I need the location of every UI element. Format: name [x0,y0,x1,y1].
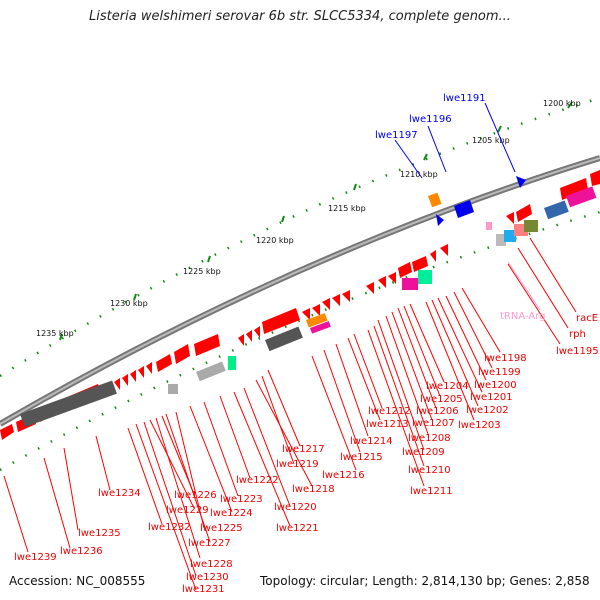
scale-label: 1200 kbp [543,99,581,108]
accession-text: Accession: NC_008555 [9,574,146,588]
gene-block-green [228,356,236,370]
gene-label: lwe1227 [188,538,231,549]
gene-label: lwe1195 [556,346,599,357]
gene-label: lwe1231 [182,584,225,595]
topology-text: Topology: circular; Length: 2,814,130 bp… [260,574,590,588]
gene-label: lwe1209 [402,447,445,458]
gene-label: lwe1197 [375,130,418,141]
gene-label: lwe1236 [60,546,103,557]
gene-label: lwe1221 [276,523,319,534]
gene-label: lwe1228 [190,559,233,570]
gene-label: lwe1202 [466,405,509,416]
gene-label: lwe1215 [340,452,383,463]
scale-label: 1215 kbp [328,204,366,213]
gene-label: lwe1225 [200,523,243,534]
scale-arc-inner [0,210,600,472]
gene-label: lwe1234 [98,488,141,499]
gene-block-magenta [566,186,597,208]
gene-label: lwe1219 [276,459,319,470]
gene-label: rph [569,329,586,340]
gene-label: lwe1198 [484,353,527,364]
gene-block-magenta [402,278,418,290]
gene-block-orange [428,192,442,208]
gene-label: lwe1199 [478,367,521,378]
gene-label: lwe1216 [322,470,365,481]
gene-label: lwe1196 [409,114,452,125]
scale-label: 1220 kbp [256,236,294,245]
gene-label: lwe1210 [408,465,451,476]
gene-label: racE [576,313,598,324]
gene-label: lwe1191 [443,93,486,104]
scale-label: 1210 kbp [400,170,438,179]
gene-label: lwe1207 [412,418,455,429]
gene-label: lwe1200 [474,380,517,391]
gene-label: tRNA-Arg [500,311,545,322]
gene-block-green [418,270,432,284]
scale-label: 1230 kbp [110,299,148,308]
gene-block-olive [524,220,538,232]
gene-block-steel [544,200,569,220]
gene-label: lwe1226 [174,490,217,501]
gene-label: lwe1222 [236,475,279,486]
gene-block-lightgray [196,361,226,382]
gene-label: lwe1205 [420,394,463,405]
gene-label: lwe1232 [148,522,191,533]
gene-block-gray [496,234,506,246]
gene-label: lwe1206 [416,406,459,417]
gene-label: lwe1229 [166,505,209,516]
gene-block-magenta [310,321,331,334]
gene-block-lightgray [168,384,178,394]
gene-label: lwe1223 [220,494,263,505]
gene-label: lwe1239 [14,552,57,563]
gene-label: lwe1220 [274,502,317,513]
gene-label: lwe1224 [210,508,253,519]
gene-block-gray [20,380,117,428]
scale-label: 1225 kbp [183,267,221,276]
gene-label: lwe1208 [408,433,451,444]
gene-label: lwe1212 [368,406,411,417]
gene-label: lwe1211 [410,486,453,497]
gene-label: lwe1218 [292,484,335,495]
blue-genes [436,176,526,226]
gene-label: lwe1235 [78,528,121,539]
gene-label: lwe1230 [186,572,229,583]
gene-block-gray [265,326,303,352]
scale-label: 1235 kbp [36,329,74,338]
map-title: Listeria welshimeri serovar 6b str. SLCC… [89,9,511,24]
gene-label: lwe1201 [470,392,513,403]
gene-label: lwe1203 [458,420,501,431]
gene-block-orange [306,313,328,328]
gene-label: lwe1204 [426,381,469,392]
scale-label: 1205 kbp [472,136,510,145]
trna-block [486,222,492,230]
gene-block-blue [504,230,516,242]
gene-label: lwe1213 [366,419,409,430]
gene-label: lwe1214 [350,436,393,447]
gene-label: lwe1217 [282,444,325,455]
